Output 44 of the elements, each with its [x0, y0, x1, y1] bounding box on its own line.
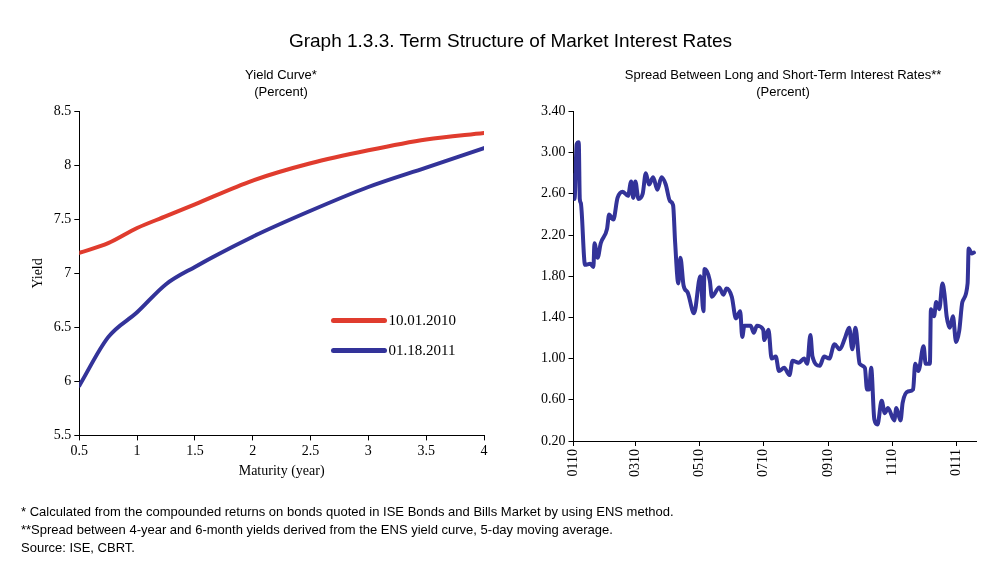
- x-tick-label: 0310: [627, 449, 643, 477]
- chart-subtitle: Spread Between Long and Short-Term Interest Rates** (Percent): [623, 66, 943, 100]
- x-tick-label: 0510: [690, 449, 706, 477]
- y-tick-label: 8.5: [53, 103, 72, 119]
- y-tick-label: 0.20: [541, 432, 566, 448]
- chart-title: Graph 1.3.3. Term Structure of Market Interest Rates: [287, 30, 734, 52]
- y-tick-label: 2.60: [541, 185, 566, 201]
- source-note: Source: ISE, CBRT.: [21, 539, 136, 557]
- line-series: [573, 140, 976, 427]
- y-tick-label: 6: [64, 373, 72, 389]
- y-tick-label: 2.20: [541, 226, 566, 242]
- y-tick-label: 3.00: [541, 144, 566, 160]
- x-tick-label: 1110: [883, 449, 899, 476]
- x-tick-label: 4: [480, 443, 488, 459]
- y-tick-label: 6.5: [53, 319, 72, 335]
- x-tick-label: 3: [364, 443, 372, 459]
- text: * Calculated from the compounded returns on bonds quoted in ISE Bonds and Bills Market by using ENS method.: [21, 503, 674, 521]
- x-tick-label: 0111: [947, 449, 963, 476]
- y-axis-title: Yield: [30, 258, 46, 289]
- x-tick-label: 1.5: [186, 443, 204, 459]
- y-tick-label: 1.40: [541, 309, 566, 325]
- x-tick-label: 2.5: [301, 443, 320, 459]
- legend-label: 01.18.2011: [388, 341, 456, 359]
- x-axis-title: Maturity (year): [238, 463, 325, 480]
- x-tick-label: 0710: [754, 449, 770, 477]
- y-tick-label: 8: [64, 157, 72, 173]
- x-tick-label: 2: [249, 443, 257, 459]
- x-tick-label: 0110: [565, 449, 581, 477]
- chart-subtitle: Yield Curve* (Percent): [244, 66, 318, 100]
- y-tick-label: 0.60: [541, 391, 566, 407]
- x-tick-label: 0910: [819, 449, 835, 477]
- x-tick-label: 3.5: [417, 443, 435, 459]
- legend-label: 10.01.2010: [388, 311, 456, 329]
- line-series: [79, 131, 484, 255]
- y-tick-label: 7.5: [53, 211, 72, 227]
- y-tick-label: 1.00: [541, 350, 566, 366]
- line-series: [79, 146, 484, 388]
- text: **Spread between 4-year and 6-month yields derived from the ENS yield curve, 5-day moving average.: [21, 521, 614, 539]
- y-tick-label: 7: [64, 265, 72, 281]
- y-tick-label: 1.80: [541, 267, 566, 283]
- x-tick-label: 0.5: [70, 443, 89, 459]
- x-tick-label: 1: [133, 443, 141, 459]
- y-tick-label: 3.40: [541, 103, 566, 119]
- y-tick-label: 5.5: [53, 427, 72, 443]
